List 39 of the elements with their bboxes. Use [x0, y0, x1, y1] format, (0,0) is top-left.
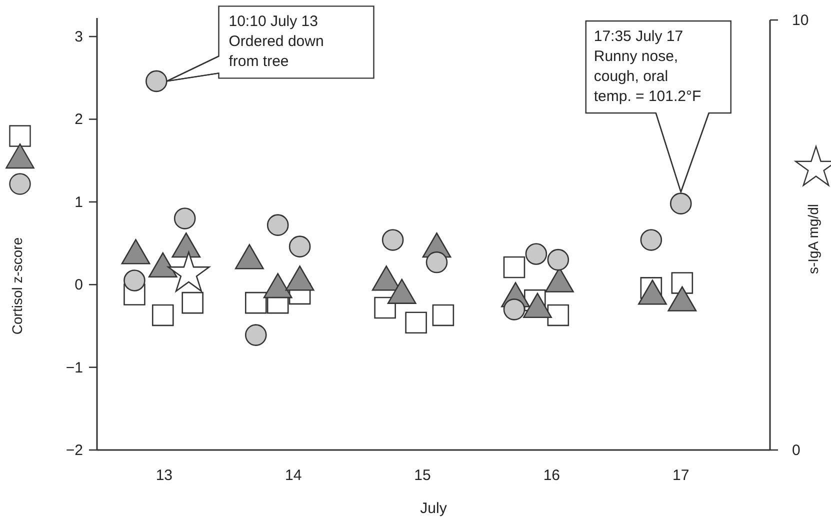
- point: [405, 312, 427, 334]
- point: [182, 292, 204, 314]
- point: [382, 229, 404, 251]
- y-tick-label: 1: [74, 194, 83, 211]
- point: [152, 304, 174, 326]
- x-axis-title: July: [420, 500, 448, 517]
- point: [640, 229, 662, 251]
- y2-tick-label: 10: [792, 12, 809, 29]
- point: [671, 272, 694, 294]
- point: [426, 251, 448, 274]
- point: [547, 248, 570, 271]
- x-tick-label: 15: [414, 467, 431, 484]
- y2-axis-title: s-IgA mg/dl: [805, 204, 821, 274]
- y-tick-label: 2: [74, 111, 83, 128]
- point: [547, 304, 570, 326]
- point: [146, 70, 168, 92]
- point: [503, 298, 526, 320]
- y-tick-label: 3: [74, 28, 83, 46]
- x-tick-label: 13: [156, 467, 173, 484]
- y-tick-label: 0: [74, 276, 83, 294]
- x-tick-label: 16: [543, 467, 560, 484]
- point: [503, 256, 526, 278]
- point: [525, 243, 548, 265]
- point: [174, 208, 196, 230]
- y-axis-title: Cortisol z-score: [9, 237, 25, 335]
- point: [124, 270, 146, 292]
- x-tick-label: 14: [285, 467, 302, 484]
- point: [670, 192, 692, 214]
- point: [432, 304, 454, 326]
- annotation: 17:35 July 17 Runny nose, cough, oral temp. = 101.2°F: [594, 28, 702, 105]
- point: [244, 292, 267, 314]
- point: [288, 236, 311, 258]
- point: [244, 324, 267, 346]
- y-tick-label: −2: [66, 442, 83, 459]
- y2-tick-label: 0: [792, 442, 800, 459]
- annotation: 10:10 July 13 Ordered down from tree: [228, 13, 324, 70]
- y-tick-label: −1: [66, 359, 83, 376]
- point: [266, 214, 289, 236]
- x-tick-label: 17: [672, 467, 690, 484]
